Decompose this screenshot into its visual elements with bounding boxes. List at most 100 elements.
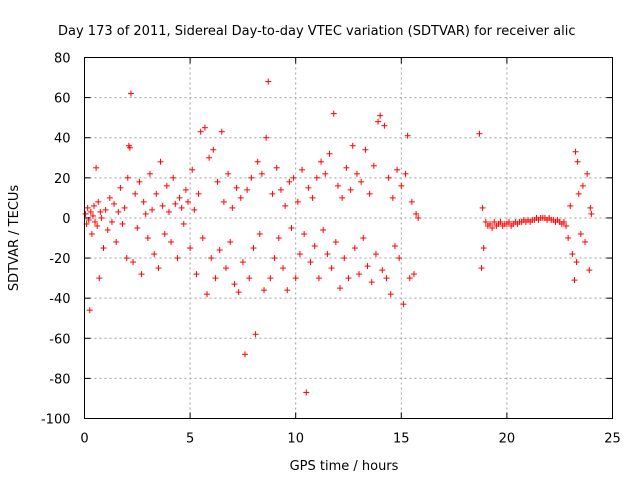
data-point bbox=[149, 206, 156, 213]
data-point bbox=[366, 190, 373, 197]
data-point bbox=[138, 271, 145, 278]
data-point bbox=[324, 251, 331, 258]
data-point bbox=[506, 218, 513, 225]
data-point bbox=[212, 275, 219, 282]
data-point bbox=[292, 275, 299, 282]
data-point bbox=[233, 184, 240, 191]
data-point bbox=[574, 158, 581, 165]
data-point bbox=[587, 204, 594, 211]
data-point bbox=[225, 170, 232, 177]
data-point bbox=[360, 235, 367, 241]
data-point bbox=[391, 243, 398, 250]
data-point bbox=[588, 210, 595, 217]
axis-ticks: 0 5 10 15 20 25 80 60 40 20 0 -20 -40 -60 -80 -100 bbox=[41, 52, 621, 447]
data-point bbox=[89, 212, 96, 219]
data-point bbox=[575, 190, 582, 197]
data-point bbox=[163, 182, 170, 189]
data-point bbox=[91, 202, 98, 209]
data-point bbox=[97, 208, 104, 215]
data-point bbox=[406, 275, 413, 282]
data-point bbox=[189, 166, 196, 173]
data-point bbox=[339, 194, 346, 201]
data-point bbox=[273, 164, 280, 171]
data-point bbox=[572, 148, 579, 155]
y-tick-label: -80 bbox=[49, 372, 70, 387]
data-point bbox=[318, 158, 325, 165]
data-point bbox=[254, 158, 261, 165]
data-point bbox=[479, 204, 486, 211]
data-point bbox=[180, 220, 187, 227]
data-point bbox=[93, 164, 100, 171]
data-point bbox=[88, 230, 95, 237]
data-point bbox=[214, 178, 221, 185]
data-point bbox=[282, 202, 289, 209]
data-point bbox=[290, 174, 297, 181]
data-point bbox=[478, 265, 485, 272]
data-point bbox=[242, 351, 249, 358]
data-point bbox=[586, 267, 593, 274]
data-point bbox=[193, 271, 200, 278]
data-point bbox=[132, 190, 139, 197]
data-point bbox=[168, 239, 175, 246]
data-point bbox=[497, 218, 504, 225]
data-point bbox=[229, 204, 236, 211]
y-tick-label: -100 bbox=[41, 413, 71, 428]
data-point bbox=[206, 154, 213, 161]
data-point bbox=[571, 277, 578, 284]
data-point bbox=[115, 208, 122, 215]
data-point bbox=[294, 198, 301, 205]
data-point bbox=[144, 235, 151, 241]
data-point bbox=[248, 174, 255, 181]
data-point bbox=[155, 265, 162, 272]
data-point bbox=[280, 265, 287, 272]
data-point bbox=[134, 224, 141, 231]
data-point bbox=[328, 265, 335, 272]
data-point bbox=[377, 112, 384, 119]
data-point bbox=[199, 235, 206, 241]
data-point bbox=[113, 239, 120, 246]
data-point bbox=[408, 198, 415, 205]
data-point bbox=[332, 239, 339, 246]
data-point bbox=[345, 275, 352, 282]
data-point bbox=[87, 208, 94, 215]
data-point bbox=[119, 220, 126, 227]
data-point bbox=[108, 218, 115, 225]
data-point bbox=[394, 166, 401, 173]
data-point bbox=[341, 255, 348, 262]
data-point bbox=[413, 210, 420, 217]
data-point bbox=[159, 202, 166, 209]
data-point bbox=[195, 190, 202, 197]
x-tick-label: 20 bbox=[499, 432, 516, 447]
y-tick-label: -20 bbox=[49, 252, 70, 267]
data-point bbox=[491, 218, 498, 225]
data-point bbox=[263, 134, 270, 141]
data-point bbox=[381, 122, 388, 129]
data-point bbox=[269, 190, 276, 197]
data-point bbox=[309, 194, 316, 201]
data-point bbox=[157, 158, 164, 165]
data-point bbox=[261, 287, 268, 294]
data-point bbox=[176, 194, 183, 201]
data-point bbox=[124, 174, 131, 181]
data-point bbox=[237, 194, 244, 201]
data-point bbox=[296, 251, 303, 258]
data-point bbox=[258, 170, 265, 177]
data-point bbox=[187, 245, 194, 252]
data-point bbox=[286, 178, 293, 185]
data-point bbox=[482, 218, 489, 225]
data-point bbox=[84, 204, 91, 211]
y-tick-label: 40 bbox=[54, 132, 71, 147]
data-point bbox=[334, 182, 341, 189]
plot-frame bbox=[84, 57, 613, 419]
y-axis-label: SDTVAR / TECUs bbox=[7, 185, 22, 292]
data-point bbox=[140, 198, 147, 205]
data-point bbox=[584, 170, 591, 177]
data-point bbox=[356, 271, 363, 278]
data-point bbox=[353, 170, 360, 177]
data-point bbox=[102, 206, 109, 213]
data-point bbox=[191, 206, 198, 213]
data-point bbox=[347, 186, 354, 193]
data-point bbox=[127, 90, 134, 97]
data-point bbox=[410, 271, 417, 278]
